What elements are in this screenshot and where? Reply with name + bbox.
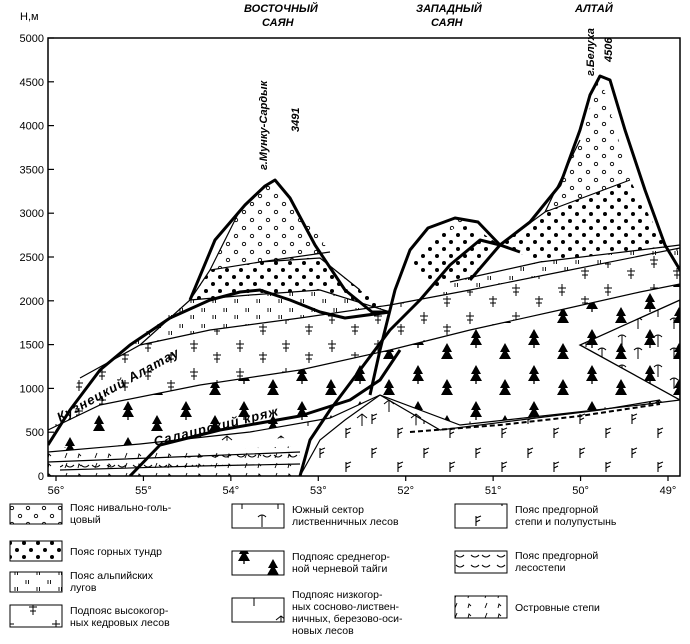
zone-taiga: [48, 284, 680, 452]
legend-line: Пояс горных тундр: [70, 546, 162, 558]
legend-swatch-larch: [231, 503, 285, 529]
legend-line: Пояс предгорной: [515, 504, 598, 516]
x-axis: 56° 55° 54° 53° 52° 51° 50° 49°: [48, 476, 677, 497]
y-tick-label: 4500: [20, 77, 44, 89]
legend-label-larch: Южный сектор лиственничных лесов: [292, 504, 399, 528]
range-east-sayan-line1: ВОСТОЧНЫЙ: [244, 2, 319, 15]
legend-swatch-nival: [9, 503, 63, 525]
legend-line: цовый: [70, 514, 101, 526]
legend-line: Островные степи: [515, 602, 600, 614]
zone-nival-altai: [545, 75, 630, 212]
y-tick-label: 2000: [20, 296, 44, 308]
legend-line: Пояс нивально-голь-: [70, 502, 172, 514]
legend-line: Подпояс высокогор-: [70, 605, 169, 617]
legend-label-taiga: Подпояс среднегор-ной черневой тайги: [292, 551, 390, 575]
peak-belukha-name: г.Белуха: [585, 28, 597, 76]
y-axis: Н,м 500045004000350030002500200015001000…: [20, 11, 54, 483]
zone-nival-east: [210, 180, 330, 270]
y-tick-label: 2500: [20, 252, 44, 264]
legend-swatch-alpine: [9, 571, 63, 593]
y-tick-label: 4000: [20, 121, 44, 133]
range-altai: АЛТАЙ: [574, 2, 614, 15]
profile-salair: [128, 349, 402, 476]
legend-label-nival: Пояс нивально-голь-цовый: [70, 502, 172, 526]
x-tick-label: 52°: [397, 485, 414, 497]
legend-line: ных сосново-листвен-: [292, 601, 400, 613]
range-east-sayan-line2: САЯН: [262, 17, 295, 29]
legend-line: Пояс альпийских: [70, 570, 154, 582]
legend-line: лугов: [70, 582, 97, 594]
legend-label-steppe: Пояс предгорной степи и полупустынь: [515, 504, 617, 528]
profile-foothills: [298, 238, 501, 476]
x-tick-label: 50°: [572, 485, 589, 497]
x-tick-label: 55°: [135, 485, 152, 497]
x-tick-label: 54°: [223, 485, 240, 497]
range-west-sayan-line2: САЯН: [431, 17, 464, 29]
peak-labels: г.Мунку-Сардык 3491 г.Белуха 4506: [258, 28, 615, 170]
legend: Пояс нивально-голь-цовый Пояс горных тун…: [9, 502, 617, 637]
legend-swatch-taiga: [231, 550, 285, 576]
legend-swatch-cedar: [9, 604, 63, 628]
legend-label-alpine: Пояс альпийских лугов: [70, 570, 154, 594]
x-tick-label: 49°: [660, 485, 677, 497]
y-tick-label: 1000: [20, 383, 44, 395]
legend-line: Южный сектор: [292, 504, 364, 516]
y-tick-label: 3000: [20, 208, 44, 220]
profile-section: Кузнецкий Алатау Салаирский кряж: [48, 74, 680, 476]
range-titles: ВОСТОЧНЫЙ САЯН ЗАПАДНЫЙ САЯН АЛТАЙ: [244, 2, 614, 29]
zone-forest-steppe: [60, 452, 300, 470]
profile-east-sayan: [188, 178, 390, 314]
peak-belukha-height: 4506: [603, 37, 615, 63]
zone-tundra-east: [190, 258, 390, 312]
legend-label-island-steppe: Островные степи: [515, 602, 600, 614]
legend-line: Подпояс низкогор-: [292, 589, 383, 601]
zone-cedar: [48, 248, 680, 430]
legend-line: степи и полупустынь: [515, 516, 617, 528]
y-tick-label: 5000: [20, 33, 44, 45]
legend-label-forest-steppe: Пояс предгорной лесостепи: [515, 550, 598, 574]
legend-line: Пояс предгорной: [515, 550, 598, 562]
zone-low-forest: [48, 395, 680, 452]
legend-line: лиственничных лесов: [292, 516, 399, 528]
legend-line: ных кедровых лесов: [70, 617, 170, 629]
legend-label-lowforest: Подпояс низкогор-ных сосново-листвен-нич…: [292, 589, 403, 637]
y-tick-label: 500: [26, 427, 44, 439]
legend-label-cedar: Подпояс высокогор-ных кедровых лесов: [70, 605, 170, 629]
legend-swatch-island-steppe: [454, 595, 508, 619]
range-west-sayan-line1: ЗАПАДНЫЙ: [416, 2, 483, 15]
x-tick-label: 51°: [485, 485, 502, 497]
profile-kuznetsk-alatau: [48, 288, 391, 446]
y-axis-unit: Н,м: [20, 11, 39, 23]
y-tick-label: 3500: [20, 164, 44, 176]
legend-swatch-forest-steppe: [454, 550, 508, 574]
legend-line: лесостепи: [515, 562, 566, 574]
peak-munku-height: 3491: [290, 108, 302, 132]
legend-swatch-lowforest: [231, 597, 285, 623]
x-tick-label: 56°: [48, 485, 65, 497]
profile-altai: [468, 74, 680, 281]
x-tick-label: 53°: [310, 485, 327, 497]
y-tick-label: 1500: [20, 340, 44, 352]
zone-larch: [578, 299, 680, 401]
legend-swatch-tundra: [9, 540, 63, 562]
legend-line: новых лесов: [292, 625, 354, 637]
zone-tundra-altai: [500, 180, 665, 262]
peak-munku-name: г.Мунку-Сардык: [258, 79, 270, 170]
legend-label-tundra: Пояс горных тундр: [70, 546, 162, 558]
y-tick-label: 0: [38, 471, 44, 483]
legend-line: ничных, березово-оси-: [292, 613, 403, 625]
legend-line: Подпояс среднегор-: [292, 551, 390, 563]
legend-line: ной черневой тайги: [292, 563, 388, 575]
zone-alpine: [120, 245, 680, 345]
profile-west-sayan: [368, 216, 521, 396]
legend-swatch-steppe: [454, 503, 508, 529]
